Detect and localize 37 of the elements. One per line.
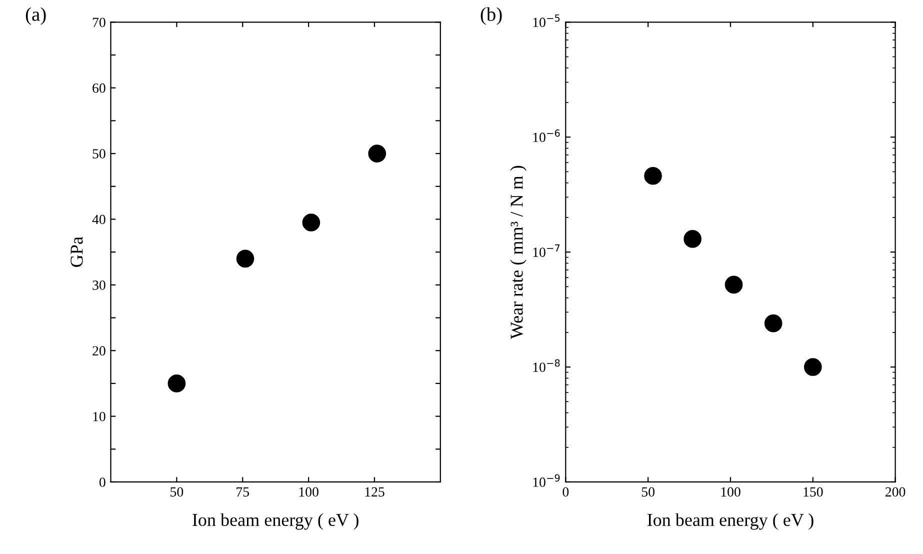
x-tick-label: 100 xyxy=(721,487,740,497)
y-tick-label: 20 xyxy=(92,346,106,356)
y-axis-title: Wear rate ( mm³ / N m ) xyxy=(510,166,526,340)
x-tick-label: 75 xyxy=(236,487,250,497)
x-tick-label: 50 xyxy=(170,487,184,497)
chart-title: (a) xyxy=(26,7,46,25)
point xyxy=(804,358,822,376)
x-tick-label: 150 xyxy=(804,487,823,497)
y-tick-label: 10$^{−6}$ xyxy=(533,129,560,142)
point xyxy=(724,276,743,294)
x-axis-title: Ion beam energy ( eV ) xyxy=(192,513,358,530)
y-tick-label: 40 xyxy=(92,214,106,224)
y-tick-label: 10$^{−5}$ xyxy=(533,14,560,28)
point xyxy=(368,144,386,162)
x-tick-label: 50 xyxy=(642,487,654,497)
y-axis-title: GPa xyxy=(70,236,83,267)
y-tick-label: 50 xyxy=(92,149,106,158)
x-tick-label: 200 xyxy=(886,487,906,497)
y-tick-label: 10$^{−7}$ xyxy=(533,244,560,257)
point xyxy=(302,214,320,232)
point xyxy=(684,230,702,248)
y-tick-label: 0 xyxy=(99,478,106,487)
point xyxy=(236,250,254,268)
x-tick-label: 125 xyxy=(365,487,384,497)
point xyxy=(168,374,186,392)
x-tick-label: 0 xyxy=(562,487,569,497)
x-tick-label: 100 xyxy=(299,487,318,497)
y-tick-label: 10 xyxy=(93,412,106,422)
chart-title: (b) xyxy=(480,7,502,25)
y-tick-label: 10$^{−9}$ xyxy=(533,474,560,487)
y-tick-label: 10$^{−8}$ xyxy=(533,359,560,372)
x-axis-title: Ion beam energy ( eV ) xyxy=(647,513,814,530)
point xyxy=(764,314,782,332)
y-tick-label: 60 xyxy=(92,83,106,93)
point xyxy=(644,166,662,185)
y-tick-label: 70 xyxy=(92,18,106,28)
y-tick-label: 30 xyxy=(92,280,106,290)
